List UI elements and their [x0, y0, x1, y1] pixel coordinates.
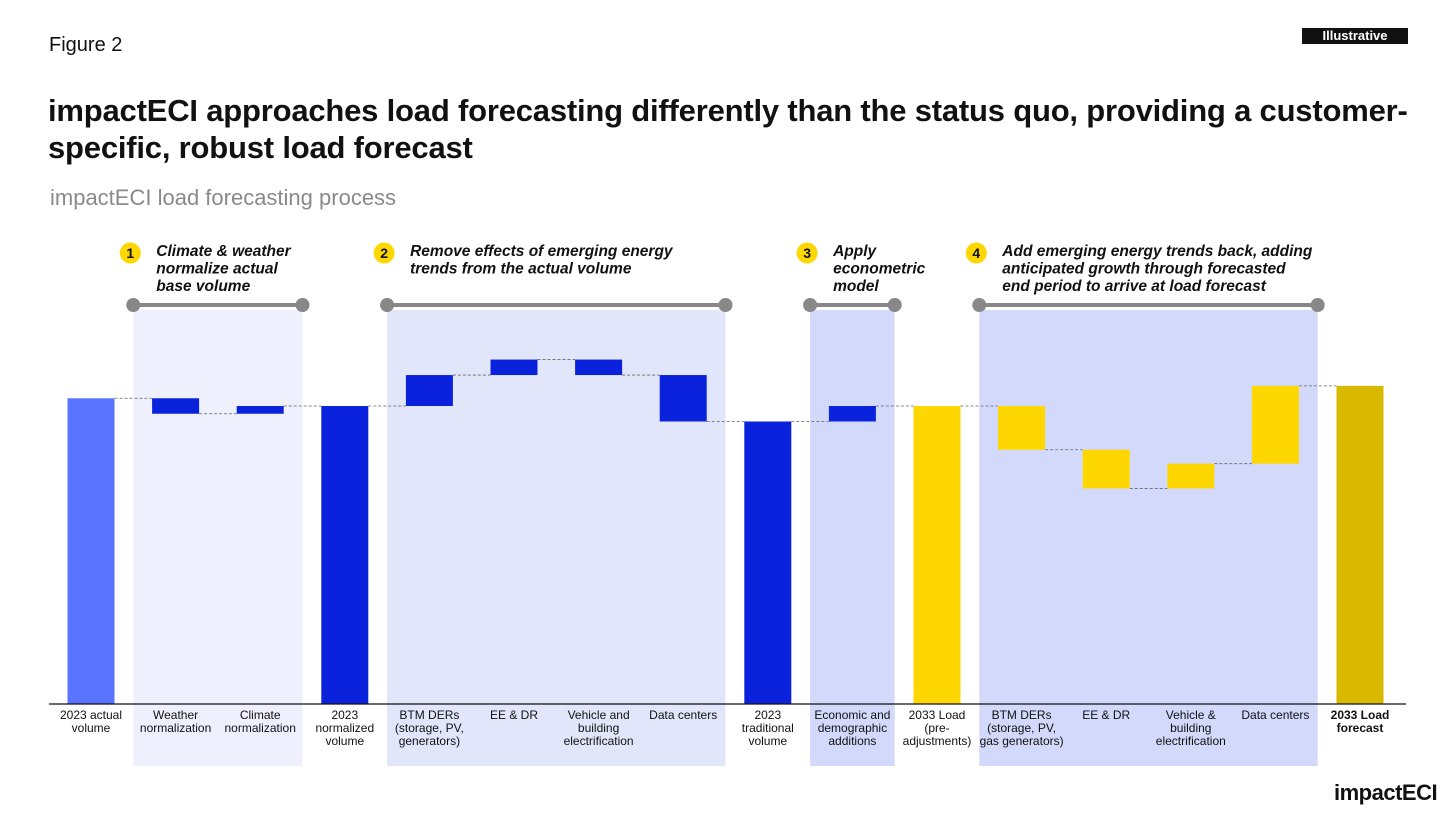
category-label: adjustments) — [903, 734, 972, 748]
illustrative-badge: Illustrative — [1302, 28, 1408, 44]
category-label: 2033 Load — [909, 708, 966, 722]
category-label: traditional — [742, 721, 794, 735]
step-bands — [133, 310, 1318, 766]
delta-bar-12 — [1082, 449, 1130, 489]
impacteci-logo: impactECI — [1334, 780, 1438, 805]
bracket-start-dot — [380, 298, 395, 312]
step-1-text-line: normalize actual — [156, 261, 278, 278]
category-label: (pre- — [924, 721, 949, 735]
category-label: EE & DR — [1082, 708, 1130, 722]
total-bar-0 — [67, 398, 115, 704]
category-label: Weather — [153, 708, 198, 722]
step-number: 4 — [972, 245, 980, 261]
step-band-3 — [810, 310, 895, 766]
category-label: Vehicle & — [1166, 708, 1216, 722]
connector-lines — [114, 359, 1337, 489]
category-label: building — [578, 721, 619, 735]
chart-subtitle: impactECI load forecasting process — [50, 185, 397, 210]
step-2-text-line: trends from the actual volume — [410, 261, 632, 278]
step-number-circle — [796, 242, 818, 264]
step-number-circle — [965, 242, 987, 264]
category-label: building — [1170, 721, 1211, 735]
category-label: gas generators) — [980, 734, 1064, 748]
bracket-end-dot — [1310, 298, 1325, 312]
category-label: demographic — [818, 721, 887, 735]
total-bar-3 — [321, 406, 369, 704]
step-number-circle — [373, 242, 395, 264]
category-label: electrification — [1156, 734, 1226, 748]
category-label: volume — [72, 721, 111, 735]
category-label: BTM DERs — [992, 708, 1052, 722]
delta-bar-2 — [236, 406, 284, 414]
category-label: normalized — [315, 721, 374, 735]
category-label: Data centers — [1241, 708, 1309, 722]
step-4-text-line: anticipated growth through forecasted — [1002, 261, 1286, 278]
bracket-end-dot — [295, 298, 310, 312]
delta-bar-14 — [1251, 385, 1299, 464]
category-label: 2023 — [331, 708, 358, 722]
step-2-text-line: Remove effects of emerging energy — [410, 243, 674, 260]
category-label: normalization — [140, 721, 211, 735]
bracket-start-dot — [972, 298, 987, 312]
step-3-text-line: model — [833, 278, 879, 295]
delta-bar-6 — [575, 359, 623, 376]
category-label: Data centers — [649, 708, 717, 722]
category-label: 2033 Load — [1331, 708, 1390, 722]
page-title: impactECI approaches load forecasting di… — [48, 93, 1408, 165]
step-band-4 — [979, 310, 1318, 766]
step-band-1 — [133, 310, 303, 766]
category-label: 2023 actual — [60, 708, 122, 722]
category-label: volume — [325, 734, 364, 748]
category-labels: 2023 actualvolumeWeathernormalizationCli… — [60, 708, 1389, 748]
category-label: 2023 — [754, 708, 781, 722]
step-number: 3 — [803, 245, 811, 261]
bracket-end-dot — [887, 298, 902, 312]
category-label: EE & DR — [490, 708, 538, 722]
total-bar-10 — [913, 406, 961, 704]
step-number: 1 — [126, 245, 134, 261]
delta-bar-7 — [659, 375, 707, 422]
category-label: electrification — [564, 734, 634, 748]
step-4-text-line: end period to arrive at load forecast — [1002, 278, 1266, 295]
bracket-start-dot — [126, 298, 141, 312]
step-3-text-line: econometric — [833, 261, 926, 278]
bars — [67, 359, 1384, 704]
category-label: additions — [828, 734, 876, 748]
step-number-circle — [119, 242, 141, 264]
category-label: Climate — [240, 708, 281, 722]
total-bar-8 — [744, 421, 792, 704]
category-label: BTM DERs — [399, 708, 459, 722]
step-3-text-line: Apply — [832, 243, 877, 260]
category-label: Economic and — [814, 708, 890, 722]
category-label: (storage, PV, — [987, 721, 1056, 735]
bracket-end-dot — [718, 298, 733, 312]
step-4-text-line: Add emerging energy trends back, adding — [1001, 243, 1313, 260]
delta-bar-11 — [998, 406, 1046, 450]
delta-bar-9 — [828, 406, 876, 422]
category-label: forecast — [1337, 721, 1384, 735]
category-label: generators) — [399, 734, 460, 748]
category-label: normalization — [225, 721, 296, 735]
category-label: Vehicle and — [568, 708, 630, 722]
delta-bar-5 — [490, 359, 538, 376]
step-number: 2 — [380, 245, 388, 261]
step-1-text-line: base volume — [156, 278, 250, 295]
delta-bar-4 — [405, 375, 453, 407]
delta-bar-13 — [1167, 463, 1215, 489]
step-1-text-line: Climate & weather — [156, 243, 291, 260]
category-label: (storage, PV, — [395, 721, 464, 735]
bracket-start-dot — [803, 298, 818, 312]
total-bar-15 — [1336, 385, 1384, 704]
figure-label: Figure 2 — [49, 34, 123, 56]
category-label: volume — [748, 734, 787, 748]
delta-bar-1 — [152, 398, 200, 414]
